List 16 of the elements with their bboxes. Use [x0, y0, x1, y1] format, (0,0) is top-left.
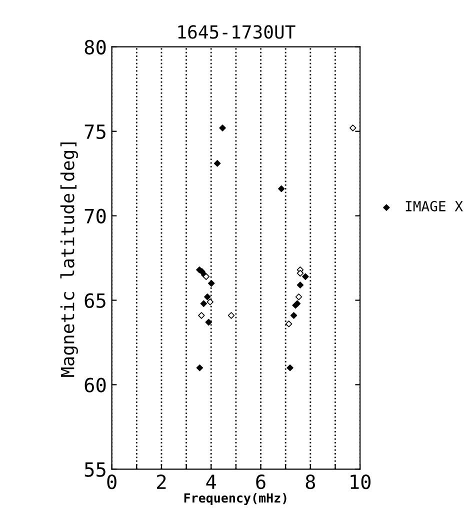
chart-title: 1645-1730UT — [178, 25, 296, 39]
y-tick-label: 70 — [84, 208, 106, 224]
x-tick-label: 8 — [306, 474, 316, 490]
y-tick-label: 80 — [84, 40, 106, 55]
y-axis-title: Magnetic latitude[deg] — [60, 142, 78, 377]
y-tick-label: 65 — [84, 293, 106, 308]
y-tick-label: 60 — [84, 378, 106, 392]
x-tick-label: 0 — [107, 474, 116, 490]
x-tick-label: 4 — [206, 474, 216, 489]
x-tick-label: 10 — [350, 474, 371, 490]
x-tick-label: 6 — [256, 474, 266, 490]
y-tick-label: 55 — [84, 462, 106, 477]
x-axis-title: Frequency(mHz) — [184, 492, 286, 506]
legend-label: IMAGE X — [406, 200, 463, 212]
x-tick-label: 2 — [157, 474, 166, 489]
y-tick-label: 75 — [84, 124, 106, 140]
